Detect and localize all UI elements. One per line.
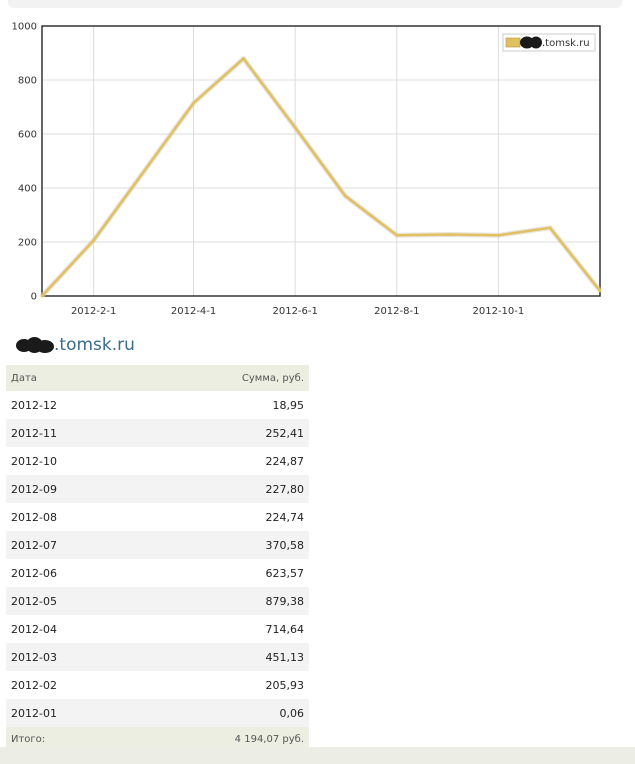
legend-swatch [505, 37, 521, 48]
row-date: 2012-05 [6, 587, 132, 615]
chart-legend: .tomsk.ru [502, 33, 596, 52]
data-point [496, 233, 500, 237]
redacted-logo-icon [16, 336, 56, 354]
column-header-amount: Сумма, руб. [131, 365, 309, 391]
x-tick-label: 2012-6-1 [272, 306, 317, 317]
row-date: 2012-06 [6, 559, 132, 587]
x-tick-label: 2012-4-1 [171, 306, 216, 317]
table-row: 2012-03 451,13 [6, 643, 309, 671]
data-point [40, 294, 44, 298]
legend-redaction-mark [530, 36, 542, 49]
data-point [395, 233, 399, 237]
data-point [343, 194, 347, 198]
data-point [92, 238, 96, 242]
y-tick-label: 1000 [12, 22, 37, 33]
data-point [447, 233, 450, 236]
table-row: 2012-04 714,64 [6, 615, 309, 643]
table-row: 2012-07 370,58 [6, 531, 309, 559]
x-tick-label: 2012-10-1 [473, 306, 525, 317]
plot-border [41, 25, 601, 297]
monthly-sums-table: Дата Сумма, руб. 2012-12 18,95 2012-11 252,… [6, 365, 309, 751]
y-tick-label: 600 [18, 130, 37, 141]
row-amount: 224,74 [131, 503, 309, 531]
table-row: 2012-10 224,87 [6, 447, 309, 475]
row-date: 2012-07 [6, 531, 132, 559]
legend-redaction-mark [520, 36, 534, 49]
row-date: 2012-11 [6, 419, 132, 447]
series-line [41, 57, 601, 297]
y-tick-label: 0 [31, 292, 37, 303]
row-amount: 224,87 [131, 447, 309, 475]
bottom-panel-edge [0, 747, 635, 764]
table-row: 2012-09 227,80 [6, 475, 309, 503]
table-row: 2012-02 205,93 [6, 671, 309, 699]
row-date: 2012-04 [6, 615, 132, 643]
legend-label: .tomsk.ru [542, 38, 590, 49]
table-row: 2012-05 879,38 [6, 587, 309, 615]
top-panel-edge [8, 0, 622, 8]
line-chart: 0 200 400 600 800 1000 2012-2-1 2012-4-1 2012-6-… [12, 22, 602, 317]
data-point [598, 289, 602, 293]
row-date: 2012-09 [6, 475, 132, 503]
data-point [192, 101, 195, 105]
row-amount: 18,95 [131, 391, 309, 419]
row-amount: 451,13 [131, 643, 309, 671]
row-date: 2012-12 [6, 391, 132, 419]
x-tick-label: 2012-2-1 [71, 306, 116, 317]
row-amount: 205,93 [131, 671, 309, 699]
data-point [293, 126, 297, 130]
site-title: .tomsk.ru [54, 335, 135, 355]
row-amount: 227,80 [131, 475, 309, 503]
table-row: 2012-11 252,41 [6, 419, 309, 447]
table-row: 2012-12 18,95 [6, 391, 309, 419]
data-point [140, 172, 144, 176]
x-tick-label: 2012-8-1 [374, 306, 419, 317]
row-amount: 370,58 [131, 531, 309, 559]
table-row: 2012-01 0,06 [6, 699, 309, 727]
table-header-row: Дата Сумма, руб. [6, 365, 309, 391]
row-date: 2012-02 [6, 671, 132, 699]
table-row: 2012-06 623,57 [6, 559, 309, 587]
row-date: 2012-01 [6, 699, 132, 727]
y-tick-label: 400 [18, 184, 37, 195]
y-tick-label: 200 [18, 238, 37, 249]
y-tick-label: 800 [18, 76, 37, 87]
row-amount: 714,64 [131, 615, 309, 643]
row-date: 2012-08 [6, 503, 132, 531]
site-heading: .tomsk.ru [16, 333, 135, 357]
row-amount: 252,41 [131, 419, 309, 447]
data-point [242, 57, 245, 60]
row-amount: 0,06 [131, 699, 309, 727]
data-point [548, 226, 552, 230]
row-date: 2012-03 [6, 643, 132, 671]
column-header-date: Дата [6, 365, 132, 391]
row-date: 2012-10 [6, 447, 132, 475]
table-row: 2012-08 224,74 [6, 503, 309, 531]
row-amount: 623,57 [131, 559, 309, 587]
row-amount: 879,38 [131, 587, 309, 615]
